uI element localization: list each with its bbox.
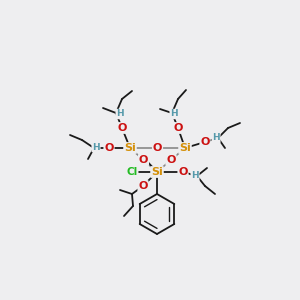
Text: H: H — [212, 134, 220, 142]
Text: H: H — [170, 110, 178, 118]
Text: H: H — [92, 142, 100, 152]
Text: O: O — [139, 155, 148, 165]
Text: O: O — [153, 143, 162, 153]
Text: O: O — [178, 167, 188, 177]
Text: Cl: Cl — [126, 167, 138, 177]
Text: O: O — [173, 123, 183, 133]
Text: O: O — [166, 155, 176, 165]
Text: O: O — [104, 143, 114, 153]
Text: H: H — [116, 110, 124, 118]
Text: Si: Si — [124, 143, 136, 153]
Text: O: O — [200, 137, 210, 147]
Text: Si: Si — [179, 143, 191, 153]
Text: O: O — [117, 123, 127, 133]
Text: O: O — [138, 181, 148, 191]
Text: Si: Si — [151, 167, 163, 177]
Text: H: H — [191, 172, 199, 181]
